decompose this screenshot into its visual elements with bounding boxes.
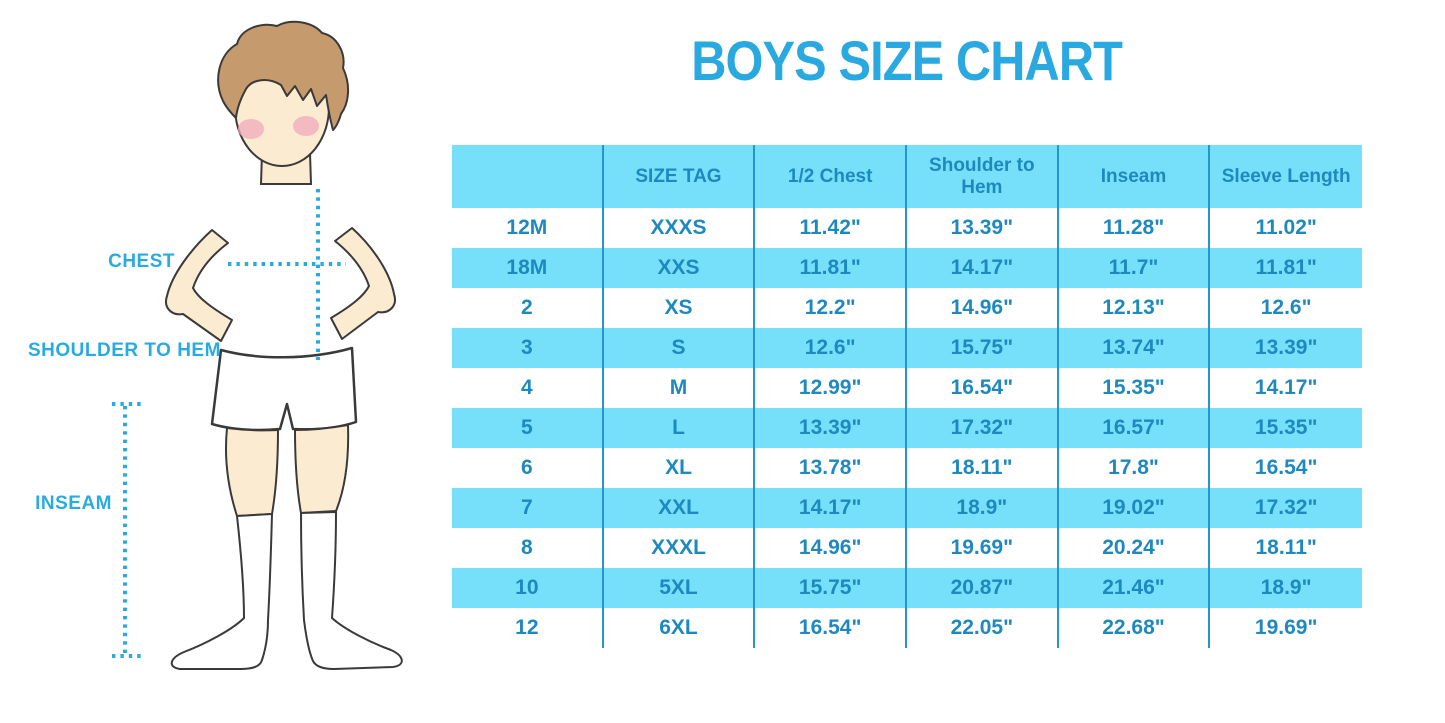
shoulder-to-hem-label: SHOULDER TO HEM xyxy=(28,340,221,361)
value-cell: 15.75" xyxy=(755,568,907,608)
value-cell: 18.9" xyxy=(1210,568,1362,608)
blush-right xyxy=(293,116,319,136)
size-cell: 10 xyxy=(452,568,604,608)
column-header: SIZE TAG xyxy=(603,145,756,208)
size-cell: 6 xyxy=(452,448,604,488)
value-cell: 11.42" xyxy=(755,208,907,248)
value-cell: 12.99" xyxy=(755,368,907,408)
value-cell: 11.81" xyxy=(755,248,907,288)
value-cell: 19.69" xyxy=(1210,608,1362,648)
value-cell: 15.75" xyxy=(907,328,1059,368)
size-cell: 8 xyxy=(452,528,604,568)
value-cell: 19.69" xyxy=(907,528,1059,568)
boy-right-leg xyxy=(293,423,350,515)
boy-hair xyxy=(217,20,349,131)
value-cell: XL xyxy=(603,448,756,488)
value-cell: 22.68" xyxy=(1058,608,1211,648)
value-cell: 11.28" xyxy=(1058,208,1211,248)
boy-left-arm xyxy=(165,229,233,342)
boy-right-arm xyxy=(330,227,396,340)
value-cell: 12.6" xyxy=(755,328,907,368)
value-cell: 11.81" xyxy=(1210,248,1362,288)
size-cell: 7 xyxy=(452,488,604,528)
value-cell: XXXL xyxy=(603,528,756,568)
inseam-label: INSEAM xyxy=(35,493,112,514)
chest-label: CHEST xyxy=(108,251,175,272)
value-cell: 12.2" xyxy=(755,288,907,328)
value-cell: 6XL xyxy=(603,608,756,648)
page-title-text: BOYS SIZE CHART xyxy=(691,29,1124,92)
value-cell: 18.11" xyxy=(1210,528,1362,568)
boy-left-leg xyxy=(225,426,280,518)
size-cell: 4 xyxy=(452,368,604,408)
value-cell: 11.02" xyxy=(1210,208,1362,248)
value-cell: XS xyxy=(603,288,756,328)
column-header: 1/2 Chest xyxy=(755,145,907,208)
value-cell: 13.74" xyxy=(1058,328,1211,368)
value-cell: 12.13" xyxy=(1058,288,1211,328)
column-header xyxy=(452,145,604,208)
value-cell: 17.8" xyxy=(1058,448,1211,488)
value-cell: 11.7" xyxy=(1058,248,1211,288)
size-cell: 2 xyxy=(452,288,604,328)
size-chart-table: SIZE TAG 1/2 Chest Shoulder to Hem Inseam Sl… xyxy=(452,145,1362,648)
value-cell: 22.05" xyxy=(907,608,1059,648)
value-cell: 13.78" xyxy=(755,448,907,488)
boy-right-sock xyxy=(300,511,403,670)
value-cell: XXL xyxy=(603,488,756,528)
value-cell: S xyxy=(603,328,756,368)
column-header: Sleeve Length xyxy=(1210,145,1362,208)
column-header: Inseam xyxy=(1058,145,1211,208)
value-cell: 12.6" xyxy=(1210,288,1362,328)
boy-illustration xyxy=(112,20,403,670)
value-cell: 13.39" xyxy=(907,208,1059,248)
value-cell: 17.32" xyxy=(1210,488,1362,528)
value-cell: 15.35" xyxy=(1210,408,1362,448)
column-header: Shoulder to Hem xyxy=(907,145,1059,208)
value-cell: 17.32" xyxy=(907,408,1059,448)
value-cell: 16.54" xyxy=(755,608,907,648)
value-cell: 16.57" xyxy=(1058,408,1211,448)
value-cell: 19.02" xyxy=(1058,488,1211,528)
value-cell: 14.17" xyxy=(1210,368,1362,408)
value-cell: 5XL xyxy=(603,568,756,608)
size-cell: 12 xyxy=(452,608,604,648)
value-cell: L xyxy=(603,408,756,448)
value-cell: 20.87" xyxy=(907,568,1059,608)
value-cell: 14.17" xyxy=(755,488,907,528)
page-title: BOYS SIZE CHART xyxy=(452,29,1362,94)
value-cell: 21.46" xyxy=(1058,568,1211,608)
value-cell: 14.17" xyxy=(907,248,1059,288)
boy-shorts xyxy=(210,346,358,432)
value-cell: 13.39" xyxy=(755,408,907,448)
size-cell: 3 xyxy=(452,328,604,368)
size-cell: 18M xyxy=(452,248,604,288)
value-cell: 16.54" xyxy=(1210,448,1362,488)
value-cell: 15.35" xyxy=(1058,368,1211,408)
blush-left xyxy=(238,119,264,139)
value-cell: 18.9" xyxy=(907,488,1059,528)
value-cell: 20.24" xyxy=(1058,528,1211,568)
value-cell: XXXS xyxy=(603,208,756,248)
value-cell: M xyxy=(603,368,756,408)
value-cell: 18.11" xyxy=(907,448,1059,488)
value-cell: 14.96" xyxy=(755,528,907,568)
boy-left-sock xyxy=(170,513,273,670)
value-cell: 14.96" xyxy=(907,288,1059,328)
size-cell: 12M xyxy=(452,208,604,248)
value-cell: 16.54" xyxy=(907,368,1059,408)
value-cell: XXS xyxy=(603,248,756,288)
value-cell: 13.39" xyxy=(1210,328,1362,368)
size-cell: 5 xyxy=(452,408,604,448)
